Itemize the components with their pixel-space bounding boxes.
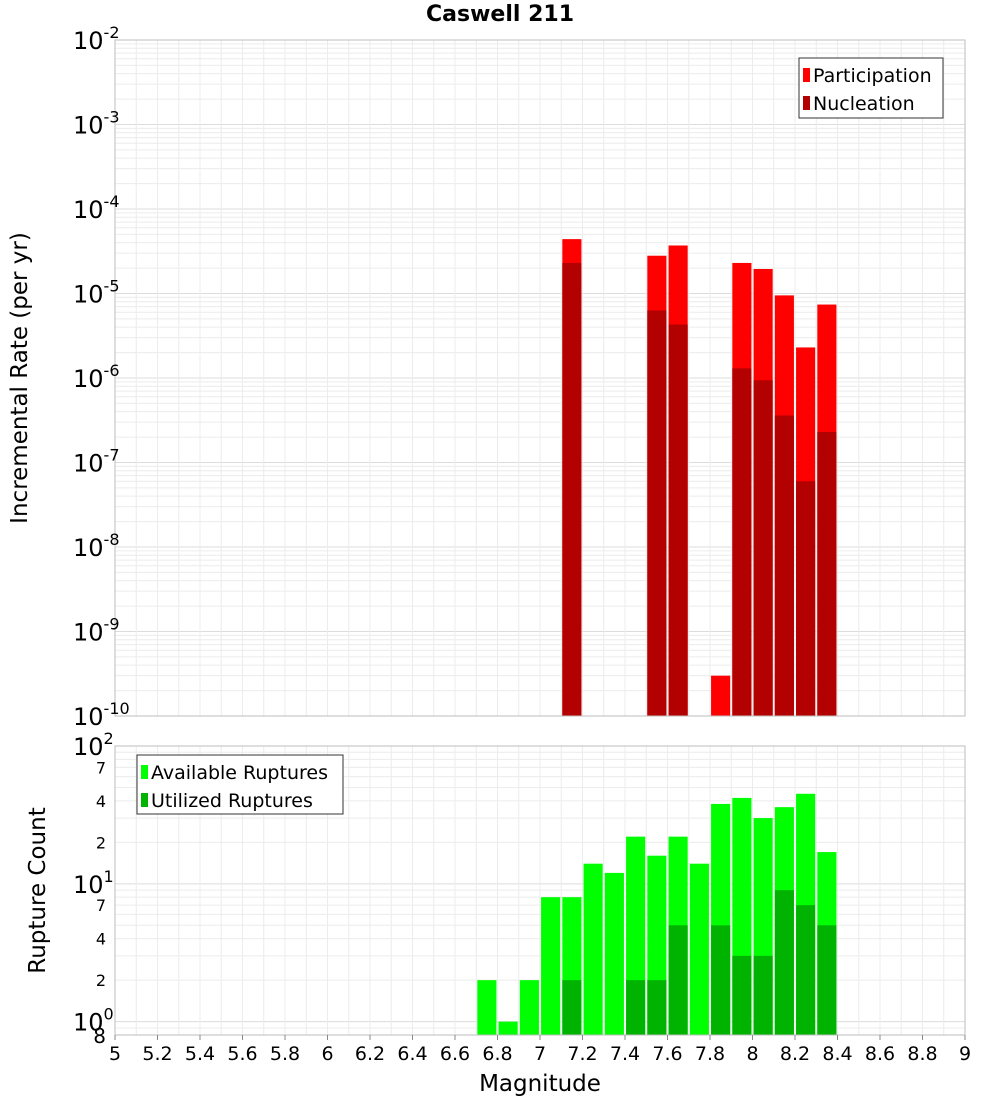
y-tick-label: 101 xyxy=(73,867,114,899)
x-tick-label: 8 xyxy=(746,1043,758,1065)
bar-available xyxy=(583,863,603,1035)
x-tick-label: 7 xyxy=(534,1043,546,1065)
y-tick-label: 10-6 xyxy=(73,361,120,393)
bar-nucleation xyxy=(732,368,752,716)
y-minor-tick-label: 4 xyxy=(96,792,106,811)
y-minor-tick-label: 7 xyxy=(96,896,106,915)
x-tick-label: 6.6 xyxy=(440,1043,470,1065)
chart-title: Caswell 211 xyxy=(426,2,574,27)
legend-swatch xyxy=(803,96,810,110)
y-tick-label: 10-9 xyxy=(73,615,120,647)
x-tick-label: 8.2 xyxy=(780,1043,810,1065)
bar-utilized xyxy=(562,980,582,1035)
y-minor-tick-label: 8 xyxy=(93,1024,106,1048)
legend-swatch xyxy=(141,793,148,807)
legend-swatch xyxy=(141,765,148,779)
bar-nucleation xyxy=(774,415,794,716)
x-tick-label: 5.2 xyxy=(142,1043,172,1065)
y-tick-label: 102 xyxy=(73,729,114,761)
bar-utilized xyxy=(668,925,688,1035)
x-axis-title: Magnitude xyxy=(479,1071,601,1097)
bar-available xyxy=(541,897,561,1035)
bar-utilized xyxy=(753,955,773,1035)
bar-utilized xyxy=(796,905,816,1035)
bar-available xyxy=(604,872,624,1035)
bar-available xyxy=(689,863,709,1035)
y-tick-label: 10-8 xyxy=(73,530,120,562)
x-tick-label: 9 xyxy=(959,1043,971,1065)
legend-swatch xyxy=(803,68,810,82)
bar-utilized xyxy=(711,925,731,1035)
bar-nucleation xyxy=(753,380,773,716)
legend-box xyxy=(136,754,344,815)
bar-participation xyxy=(711,675,731,716)
bar-nucleation xyxy=(668,324,688,716)
x-tick-label: 5.6 xyxy=(227,1043,257,1065)
x-tick-label: 7.4 xyxy=(610,1043,640,1065)
x-tick-label: 5 xyxy=(109,1043,121,1065)
x-tick-label: 8.6 xyxy=(865,1043,895,1065)
y-tick-label: 10-3 xyxy=(73,108,120,140)
bar-nucleation xyxy=(817,431,837,716)
bar-nucleation xyxy=(796,481,816,716)
x-tick-label: 6.8 xyxy=(482,1043,512,1065)
y-minor-tick-label: 7 xyxy=(96,758,106,777)
bar-utilized xyxy=(647,980,667,1035)
bar-available xyxy=(477,980,497,1035)
bar-utilized xyxy=(626,980,646,1035)
x-tick-label: 6 xyxy=(321,1043,333,1065)
x-tick-label: 5.4 xyxy=(185,1043,215,1065)
bar-available xyxy=(498,1021,518,1035)
bar-utilized xyxy=(732,955,752,1035)
y-tick-label: 100 xyxy=(73,1005,114,1037)
y-tick-label: 10-2 xyxy=(73,23,120,55)
y-tick-label: 10-4 xyxy=(73,192,120,224)
y-minor-tick-label: 2 xyxy=(96,971,106,990)
y-axis-title-bottom: Rupture Count xyxy=(25,807,51,973)
y-tick-label: 10-7 xyxy=(73,446,120,478)
bar-nucleation xyxy=(562,262,582,716)
y-minor-tick-label: 4 xyxy=(96,930,106,949)
x-tick-label: 7.2 xyxy=(567,1043,597,1065)
x-tick-label: 6.2 xyxy=(355,1043,385,1065)
bar-nucleation xyxy=(647,310,667,716)
legend-label: Available Ruptures xyxy=(151,762,328,784)
legend-box xyxy=(798,57,944,119)
x-tick-label: 8.8 xyxy=(907,1043,937,1065)
x-tick-label: 5.8 xyxy=(270,1043,300,1065)
legend-label: Nucleation xyxy=(813,93,915,115)
y-minor-tick-label: 2 xyxy=(96,833,106,852)
x-tick-label: 7.6 xyxy=(652,1043,682,1065)
bar-available xyxy=(519,980,539,1035)
bar-utilized xyxy=(817,925,837,1035)
bar-utilized xyxy=(774,890,794,1035)
x-tick-label: 6.4 xyxy=(397,1043,427,1065)
x-tick-label: 8.4 xyxy=(822,1043,852,1065)
legend-label: Utilized Ruptures xyxy=(151,790,313,812)
y-tick-label: 10-10 xyxy=(73,699,130,731)
y-axis-title-top: Incremental Rate (per yr) xyxy=(7,232,33,524)
plot-frame-top xyxy=(114,39,966,717)
y-tick-label: 10-5 xyxy=(73,277,120,309)
x-tick-label: 7.8 xyxy=(695,1043,725,1065)
legend-label: Participation xyxy=(813,65,932,87)
